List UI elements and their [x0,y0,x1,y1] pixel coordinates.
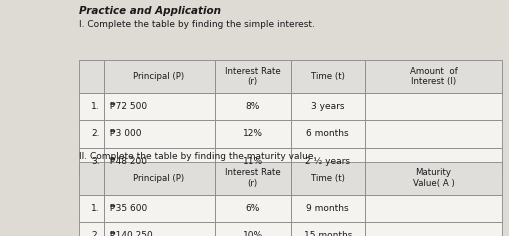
Bar [103,222,214,236]
Bar [290,222,364,236]
Text: Time (t): Time (t) [310,72,344,81]
Bar [79,60,103,93]
Text: Amount  of
Interest (I): Amount of Interest (I) [409,67,457,86]
Bar [79,120,103,148]
Text: 6 months: 6 months [306,129,348,139]
Bar [103,60,214,93]
Text: 8%: 8% [245,102,259,111]
Text: ₱48 200: ₱48 200 [109,156,147,166]
Text: Maturity
Value( A ): Maturity Value( A ) [412,169,454,188]
Bar [364,222,501,236]
Bar [364,162,501,195]
Bar [290,93,364,120]
Bar [103,148,214,175]
Bar [290,162,364,195]
Bar [290,60,364,93]
Bar [290,195,364,222]
Text: Principal (P): Principal (P) [133,72,184,81]
Text: 12%: 12% [242,129,262,139]
Text: 15 months: 15 months [303,231,351,236]
Bar [290,148,364,175]
Bar [364,195,501,222]
Bar [290,120,364,148]
Text: 3.: 3. [91,156,99,166]
Bar [214,148,290,175]
Text: I. Complete the table by finding the simple interest.: I. Complete the table by finding the sim… [79,20,315,29]
Bar [364,93,501,120]
Text: 11%: 11% [242,156,262,166]
Bar [79,162,103,195]
Text: ₱3 000: ₱3 000 [109,129,141,139]
Text: ₱35 600: ₱35 600 [109,204,147,213]
Text: Interest Rate
(r): Interest Rate (r) [224,67,280,86]
Text: 1.: 1. [91,102,99,111]
Bar [103,195,214,222]
Text: 2 ½ years: 2 ½ years [305,156,350,166]
Bar [214,162,290,195]
Text: ₱140 250: ₱140 250 [109,231,152,236]
Bar [79,195,103,222]
Text: Principal (P): Principal (P) [133,174,184,183]
Bar [103,93,214,120]
Bar [214,60,290,93]
Text: 2.: 2. [91,129,99,139]
Text: 2.: 2. [91,231,99,236]
Bar [214,120,290,148]
Bar [214,93,290,120]
Text: 3 years: 3 years [310,102,344,111]
Bar [214,222,290,236]
Bar [79,93,103,120]
Bar [103,162,214,195]
Text: 9 months: 9 months [306,204,348,213]
Text: Interest Rate
(r): Interest Rate (r) [224,169,280,188]
Text: ₱72 500: ₱72 500 [109,102,147,111]
Bar [364,148,501,175]
Bar [364,60,501,93]
Text: Time (t): Time (t) [310,174,344,183]
Bar [364,120,501,148]
Bar [79,148,103,175]
Bar [79,222,103,236]
Text: Practice and Application: Practice and Application [79,6,220,16]
Text: 1.: 1. [91,204,99,213]
Bar [214,195,290,222]
Text: II. Complete the table by finding the maturity value.: II. Complete the table by finding the ma… [79,152,316,161]
Bar [103,120,214,148]
Text: 10%: 10% [242,231,262,236]
Text: 6%: 6% [245,204,259,213]
